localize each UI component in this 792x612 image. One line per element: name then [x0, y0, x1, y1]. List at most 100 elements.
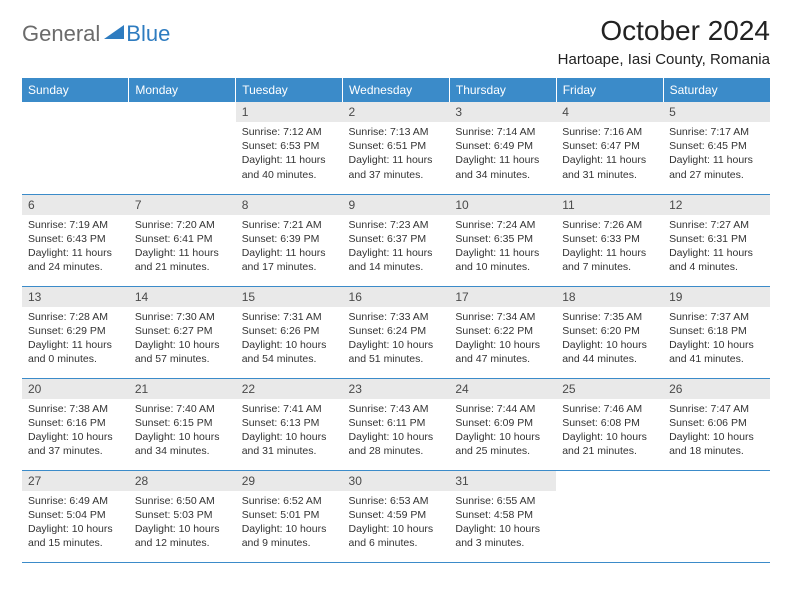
sunset-text: Sunset: 6:08 PM [562, 416, 657, 430]
sunset-text: Sunset: 6:35 PM [455, 232, 550, 246]
sunset-text: Sunset: 5:04 PM [28, 508, 123, 522]
day-number: 22 [236, 379, 343, 399]
calendar-cell: 3Sunrise: 7:14 AMSunset: 6:49 PMDaylight… [449, 102, 556, 194]
calendar-cell: 29Sunrise: 6:52 AMSunset: 5:01 PMDayligh… [236, 470, 343, 562]
weekday-header-row: Sunday Monday Tuesday Wednesday Thursday… [22, 78, 770, 102]
daylight-text: Daylight: 10 hours and 54 minutes. [242, 338, 337, 366]
day-content: Sunrise: 7:47 AMSunset: 6:06 PMDaylight:… [663, 399, 770, 463]
daylight-text: Daylight: 10 hours and 12 minutes. [135, 522, 230, 550]
day-content: Sunrise: 7:44 AMSunset: 6:09 PMDaylight:… [449, 399, 556, 463]
sunrise-text: Sunrise: 7:30 AM [135, 310, 230, 324]
calendar-cell: 17Sunrise: 7:34 AMSunset: 6:22 PMDayligh… [449, 286, 556, 378]
day-content: Sunrise: 7:16 AMSunset: 6:47 PMDaylight:… [556, 122, 663, 186]
sunrise-text: Sunrise: 7:12 AM [242, 125, 337, 139]
calendar-cell: . [129, 102, 236, 194]
daylight-text: Daylight: 11 hours and 10 minutes. [455, 246, 550, 274]
day-number: 10 [449, 195, 556, 215]
calendar-cell: 21Sunrise: 7:40 AMSunset: 6:15 PMDayligh… [129, 378, 236, 470]
day-number: 12 [663, 195, 770, 215]
calendar-cell: 24Sunrise: 7:44 AMSunset: 6:09 PMDayligh… [449, 378, 556, 470]
calendar-week-row: 20Sunrise: 7:38 AMSunset: 6:16 PMDayligh… [22, 378, 770, 470]
calendar-week-row: 13Sunrise: 7:28 AMSunset: 6:29 PMDayligh… [22, 286, 770, 378]
daylight-text: Daylight: 11 hours and 7 minutes. [562, 246, 657, 274]
day-content: Sunrise: 7:21 AMSunset: 6:39 PMDaylight:… [236, 215, 343, 279]
calendar-cell: 10Sunrise: 7:24 AMSunset: 6:35 PMDayligh… [449, 194, 556, 286]
daylight-text: Daylight: 10 hours and 57 minutes. [135, 338, 230, 366]
day-number: 21 [129, 379, 236, 399]
day-content: Sunrise: 7:33 AMSunset: 6:24 PMDaylight:… [343, 307, 450, 371]
day-number: 2 [343, 102, 450, 122]
sunset-text: Sunset: 6:13 PM [242, 416, 337, 430]
calendar-cell: 23Sunrise: 7:43 AMSunset: 6:11 PMDayligh… [343, 378, 450, 470]
calendar-table: Sunday Monday Tuesday Wednesday Thursday… [22, 78, 770, 563]
day-content: Sunrise: 6:49 AMSunset: 5:04 PMDaylight:… [22, 491, 129, 555]
sunrise-text: Sunrise: 7:46 AM [562, 402, 657, 416]
daylight-text: Daylight: 10 hours and 44 minutes. [562, 338, 657, 366]
calendar-cell: 13Sunrise: 7:28 AMSunset: 6:29 PMDayligh… [22, 286, 129, 378]
calendar-cell: 22Sunrise: 7:41 AMSunset: 6:13 PMDayligh… [236, 378, 343, 470]
sunrise-text: Sunrise: 7:14 AM [455, 125, 550, 139]
logo-text-blue: Blue [126, 21, 170, 47]
day-number: 5 [663, 102, 770, 122]
calendar-cell: . [663, 470, 770, 562]
daylight-text: Daylight: 11 hours and 34 minutes. [455, 153, 550, 181]
sunset-text: Sunset: 6:31 PM [669, 232, 764, 246]
day-number: 26 [663, 379, 770, 399]
day-content: Sunrise: 7:31 AMSunset: 6:26 PMDaylight:… [236, 307, 343, 371]
day-number: 27 [22, 471, 129, 491]
day-content: Sunrise: 7:14 AMSunset: 6:49 PMDaylight:… [449, 122, 556, 186]
day-content: Sunrise: 7:17 AMSunset: 6:45 PMDaylight:… [663, 122, 770, 186]
day-number: 20 [22, 379, 129, 399]
day-content: Sunrise: 7:19 AMSunset: 6:43 PMDaylight:… [22, 215, 129, 279]
sunset-text: Sunset: 6:47 PM [562, 139, 657, 153]
day-content: Sunrise: 7:26 AMSunset: 6:33 PMDaylight:… [556, 215, 663, 279]
calendar-cell: 7Sunrise: 7:20 AMSunset: 6:41 PMDaylight… [129, 194, 236, 286]
sunset-text: Sunset: 5:03 PM [135, 508, 230, 522]
logo-triangle-icon [104, 25, 124, 44]
calendar-cell: . [556, 470, 663, 562]
sunset-text: Sunset: 6:22 PM [455, 324, 550, 338]
sunset-text: Sunset: 6:09 PM [455, 416, 550, 430]
daylight-text: Daylight: 11 hours and 31 minutes. [562, 153, 657, 181]
sunrise-text: Sunrise: 7:19 AM [28, 218, 123, 232]
day-content: Sunrise: 7:27 AMSunset: 6:31 PMDaylight:… [663, 215, 770, 279]
sunrise-text: Sunrise: 7:40 AM [135, 402, 230, 416]
sunset-text: Sunset: 6:16 PM [28, 416, 123, 430]
sunrise-text: Sunrise: 6:52 AM [242, 494, 337, 508]
logo-text-general: General [22, 21, 100, 47]
sunrise-text: Sunrise: 6:55 AM [455, 494, 550, 508]
sunset-text: Sunset: 6:29 PM [28, 324, 123, 338]
sunrise-text: Sunrise: 7:37 AM [669, 310, 764, 324]
calendar-week-row: 27Sunrise: 6:49 AMSunset: 5:04 PMDayligh… [22, 470, 770, 562]
daylight-text: Daylight: 11 hours and 40 minutes. [242, 153, 337, 181]
calendar-cell: 27Sunrise: 6:49 AMSunset: 5:04 PMDayligh… [22, 470, 129, 562]
daylight-text: Daylight: 10 hours and 15 minutes. [28, 522, 123, 550]
day-number: 25 [556, 379, 663, 399]
daylight-text: Daylight: 10 hours and 18 minutes. [669, 430, 764, 458]
day-number: 19 [663, 287, 770, 307]
sunset-text: Sunset: 5:01 PM [242, 508, 337, 522]
sunset-text: Sunset: 6:49 PM [455, 139, 550, 153]
sunrise-text: Sunrise: 6:49 AM [28, 494, 123, 508]
calendar-cell: 8Sunrise: 7:21 AMSunset: 6:39 PMDaylight… [236, 194, 343, 286]
daylight-text: Daylight: 10 hours and 9 minutes. [242, 522, 337, 550]
sunrise-text: Sunrise: 7:23 AM [349, 218, 444, 232]
sunrise-text: Sunrise: 7:41 AM [242, 402, 337, 416]
daylight-text: Daylight: 11 hours and 21 minutes. [135, 246, 230, 274]
day-number: 18 [556, 287, 663, 307]
day-number: 28 [129, 471, 236, 491]
day-number: 15 [236, 287, 343, 307]
sunrise-text: Sunrise: 7:17 AM [669, 125, 764, 139]
sunset-text: Sunset: 6:27 PM [135, 324, 230, 338]
calendar-cell: 20Sunrise: 7:38 AMSunset: 6:16 PMDayligh… [22, 378, 129, 470]
weekday-header: Friday [556, 78, 663, 102]
calendar-cell: 31Sunrise: 6:55 AMSunset: 4:58 PMDayligh… [449, 470, 556, 562]
day-number: 7 [129, 195, 236, 215]
sunset-text: Sunset: 6:24 PM [349, 324, 444, 338]
day-number: 30 [343, 471, 450, 491]
day-content: Sunrise: 6:53 AMSunset: 4:59 PMDaylight:… [343, 491, 450, 555]
calendar-cell: 9Sunrise: 7:23 AMSunset: 6:37 PMDaylight… [343, 194, 450, 286]
sunset-text: Sunset: 6:39 PM [242, 232, 337, 246]
day-content: Sunrise: 7:24 AMSunset: 6:35 PMDaylight:… [449, 215, 556, 279]
daylight-text: Daylight: 11 hours and 27 minutes. [669, 153, 764, 181]
